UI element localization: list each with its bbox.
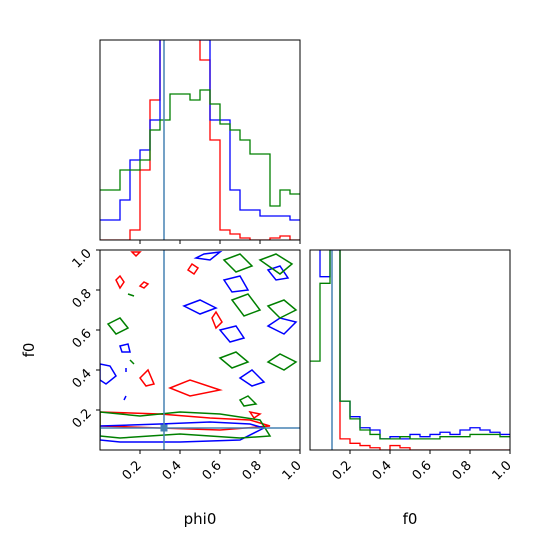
tick-label-y-f0: 0.8 (70, 286, 95, 311)
contour-panel-data (100, 250, 300, 450)
tick-label-x-f0: 0.8 (450, 458, 475, 483)
contour-green-4 (266, 299, 298, 319)
tick-label-x-phi0: 0.8 (240, 458, 265, 483)
tick-label-x-f0: 0.2 (330, 458, 355, 483)
contour-blue-8 (119, 343, 131, 353)
tick-label-y-f0: 0.6 (70, 326, 95, 351)
contour-blue-4 (218, 325, 246, 343)
hist-series-green-phi0 (100, 89, 300, 207)
frame-hist-phi0 (99, 39, 301, 241)
contour-red-0 (100, 411, 271, 431)
tick-label-x-f0: 0.4 (370, 458, 395, 483)
tick-label-x-phi0: 0.6 (200, 458, 225, 483)
contour-red-3 (138, 281, 150, 289)
contour-red-6 (186, 262, 200, 276)
contour-red-7 (248, 410, 262, 420)
contour-green-2 (258, 253, 294, 275)
contour-blue-9 (266, 265, 290, 281)
histogram-f0 (310, 250, 510, 450)
tick-label-y-f0: 0.4 (70, 366, 95, 391)
contour-blue-7 (100, 363, 117, 385)
contour-blue-0 (100, 421, 267, 443)
contour-red-8 (130, 251, 142, 258)
contour-green-0 (100, 411, 272, 439)
contour-blue-10 (123, 395, 127, 401)
contour-blue-5 (266, 317, 298, 335)
xlabel-f0: f0 (403, 510, 418, 528)
ylabel-f0: f0 (20, 343, 38, 358)
contour-blue-2 (182, 299, 218, 315)
contour-green-10 (238, 395, 258, 407)
contour-green-3 (230, 293, 262, 317)
tick-label-x-phi0: 0.2 (120, 458, 145, 483)
contour-red-2 (115, 274, 125, 290)
contour-blue-3 (222, 275, 250, 293)
tick-label-y-f0: 1.0 (70, 246, 95, 271)
frame-contour (99, 249, 301, 451)
contour-green-7 (106, 317, 130, 335)
contour-green-6 (266, 353, 298, 371)
frame-hist-f0 (309, 249, 511, 451)
contour-red-4 (211, 310, 223, 330)
histogram-phi0 (100, 40, 300, 240)
contour-green-5 (218, 351, 250, 369)
hist-series-blue-phi0 (100, 40, 300, 221)
tick-label-x-phi0: 0.4 (160, 458, 185, 483)
hist-series-green-f0 (310, 250, 510, 440)
truth-marker (160, 424, 168, 432)
tick-label-x-f0: 1.0 (490, 458, 515, 483)
xlabel-phi0: phi0 (184, 510, 217, 528)
contour-green-1 (222, 253, 254, 273)
contour-blue-1 (193, 250, 223, 261)
contour-green-8 (127, 293, 135, 297)
contour-red-5 (139, 368, 156, 387)
contour-green-9 (129, 359, 135, 365)
contour-blue-6 (238, 369, 266, 387)
contour-red-1 (167, 379, 223, 397)
tick-label-y-f0: 0.2 (70, 406, 95, 431)
tick-label-x-f0: 0.6 (410, 458, 435, 483)
tick-label-x-phi0: 1.0 (280, 458, 305, 483)
